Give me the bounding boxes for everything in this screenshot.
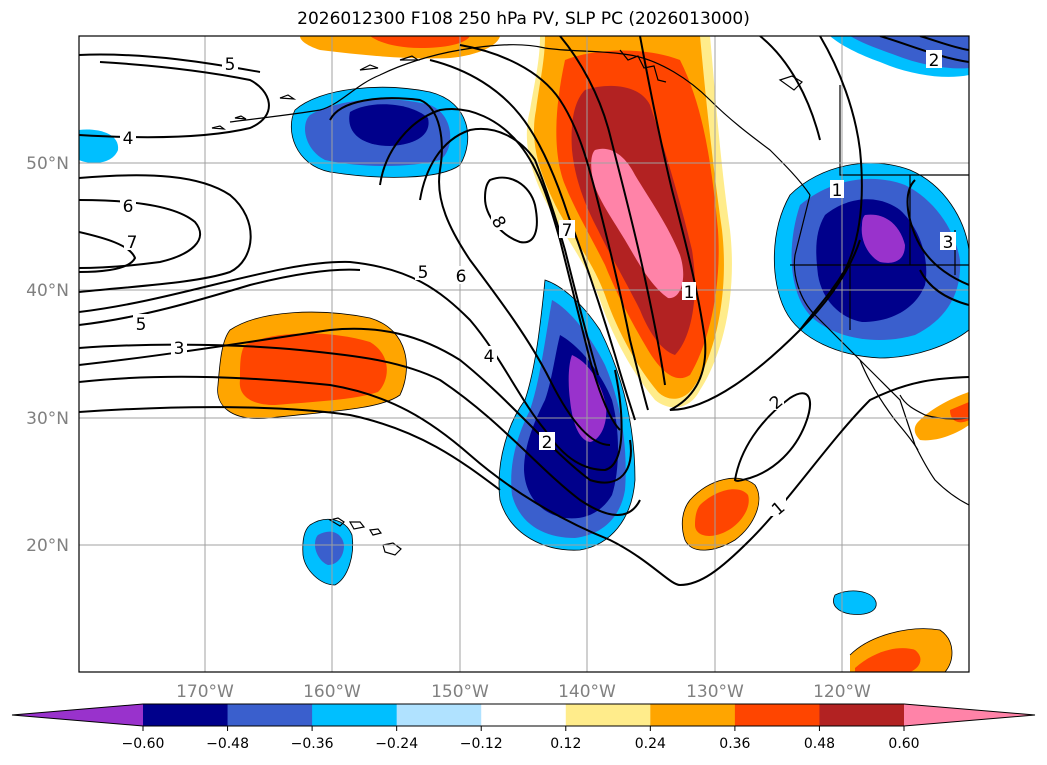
contour-label: 3	[943, 233, 954, 253]
slp-contour-4-north	[79, 61, 270, 139]
colorbar-tick-label: 0.12	[550, 736, 581, 752]
contour-label: 5	[136, 315, 147, 335]
lat-label-40n: 40°N	[26, 281, 69, 301]
slp-contour-5-north	[79, 53, 261, 73]
contour-label: 2	[542, 433, 553, 453]
colorbar-extend-low	[12, 704, 143, 726]
lon-label-150w: 150°W	[431, 682, 489, 702]
contour-label: 7	[562, 221, 573, 241]
pv-field: 5 4 6 7 5 3 8 5 6 4 7 1 2 1	[79, 36, 969, 672]
contour-label: 6	[123, 197, 134, 217]
pv-anomaly-small-south	[833, 590, 877, 615]
gridlines	[79, 36, 969, 672]
colorbar-tick-label: −0.60	[122, 736, 165, 752]
colorbar-swatch	[143, 704, 229, 726]
lon-label-160w: 160°W	[303, 682, 361, 702]
pv-anomaly-hawaii	[302, 519, 353, 585]
contour-label: 4	[123, 129, 134, 149]
colorbar-tick-label: 0.48	[804, 736, 835, 752]
contour-label: 5	[225, 55, 236, 75]
colorbar-tick-label: −0.36	[291, 736, 334, 752]
contour-label: 1	[832, 181, 843, 201]
colorbar-tick-label: 0.60	[888, 736, 919, 752]
contour-label: 6	[456, 267, 467, 287]
slp-contour-8	[483, 176, 538, 244]
colorbar-swatch	[396, 704, 482, 726]
lon-label-120w: 120°W	[813, 682, 871, 702]
colorbar-swatch	[227, 704, 313, 726]
pv-anomaly-subtropical-east	[682, 478, 759, 551]
lon-label-140w: 140°W	[558, 682, 616, 702]
pv-anomaly-north-top	[300, 36, 500, 59]
contour-label: 5	[418, 263, 429, 283]
lon-label-130w: 130°W	[686, 682, 744, 702]
slp-contour-2	[733, 392, 811, 482]
colorbar-swatch	[565, 704, 651, 726]
lat-label-50n: 50°N	[26, 154, 69, 174]
pv-anomaly-west-edge	[79, 129, 119, 163]
pv-anomaly-aleutian-low	[291, 87, 468, 178]
colorbar-tick-label: 0.36	[719, 736, 750, 752]
colorbar-swatch	[819, 704, 905, 726]
pv-anomaly-east-edge	[914, 392, 969, 441]
colorbar: −0.60 −0.48 −0.36 −0.24 −0.12 0.12 0.24 0.36 0.4…	[11, 703, 1036, 752]
latitude-labels: 50°N 40°N 30°N 20°N	[26, 154, 69, 556]
colorbar-tick-label: 0.24	[635, 736, 666, 752]
pv-anomaly-ridge	[526, 36, 732, 408]
contour-label: 1	[684, 283, 695, 303]
colorbar-swatch	[481, 704, 567, 726]
lat-label-20n: 20°N	[26, 536, 69, 556]
pv-anomaly-cutoff-low	[774, 163, 969, 358]
lon-label-170w: 170°W	[176, 682, 234, 702]
pv-anomaly-subtropical-west	[217, 312, 407, 419]
contour-label: 2	[929, 51, 940, 71]
colorbar-tick-label: −0.12	[460, 736, 503, 752]
colorbar-tick-label: −0.24	[375, 736, 418, 752]
longitude-labels: 170°W 160°W 150°W 140°W 130°W 120°W	[176, 682, 871, 702]
slp-contours	[79, 36, 969, 587]
colorbar-swatch	[734, 704, 820, 726]
pv-anomaly-bottom-right	[850, 628, 952, 672]
contour-label: 7	[127, 233, 138, 253]
map-frame	[78, 35, 970, 673]
colorbar-swatch	[650, 704, 736, 726]
colorbar-extend-high	[904, 704, 1035, 726]
map-background	[79, 36, 969, 672]
contour-label: 4	[484, 347, 495, 367]
map-title: 2026012300 F108 250 hPa PV, SLP PC (2026…	[297, 9, 750, 29]
contour-label: 3	[174, 339, 185, 359]
slp-contour-5-west	[79, 260, 623, 472]
lat-label-30n: 30°N	[26, 409, 69, 429]
contour-labels: 5 4 6 7 5 3 8 5 6 4 7 1 2 1	[120, 50, 956, 520]
colorbar-swatch	[312, 704, 398, 726]
colorbar-tick-label: −0.48	[206, 736, 249, 752]
